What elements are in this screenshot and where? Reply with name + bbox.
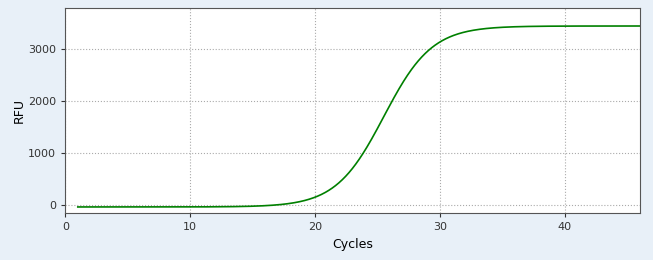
Y-axis label: RFU: RFU	[12, 98, 25, 123]
X-axis label: Cycles: Cycles	[332, 238, 373, 251]
